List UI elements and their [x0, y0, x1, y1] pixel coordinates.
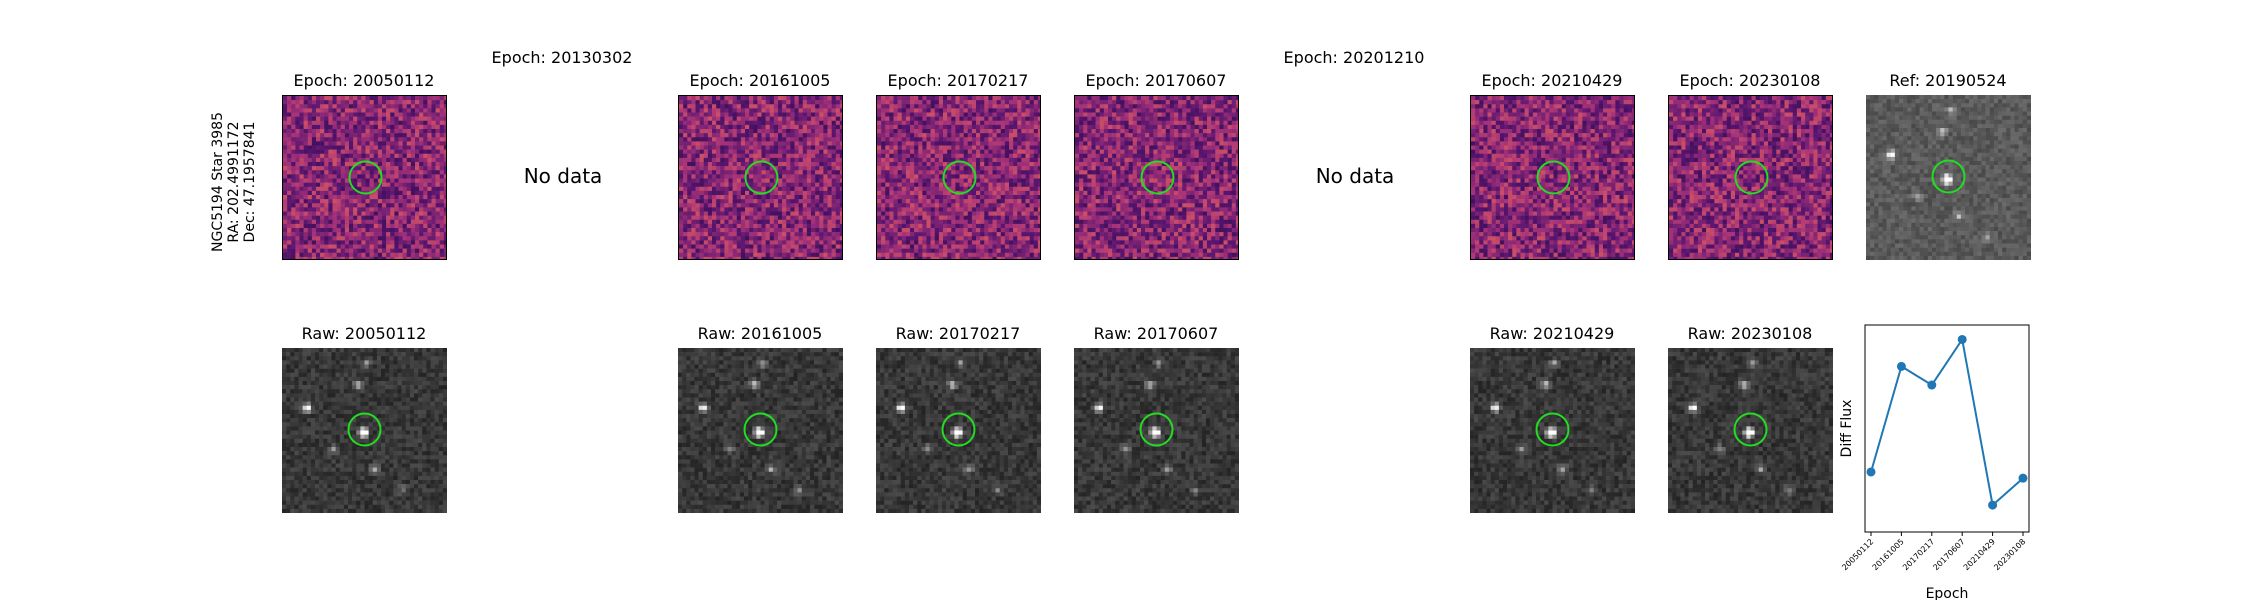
diff-title-6: Epoch: 20210429 [1432, 71, 1672, 90]
diff-title-5: Epoch: 20201210 [1234, 48, 1474, 67]
target-circle-marker [942, 160, 977, 195]
data-point [1866, 467, 1876, 477]
target-circle-marker [1931, 159, 1966, 194]
no-data-5: No data [1275, 164, 1435, 188]
data-point [2018, 473, 2028, 483]
raw-title-6: Raw: 20210429 [1432, 324, 1672, 343]
target-circle-marker [1733, 412, 1768, 447]
diff-title-7: Epoch: 20230108 [1630, 71, 1870, 90]
diff-image-0 [282, 95, 447, 260]
raw-title-3: Raw: 20170217 [838, 324, 1078, 343]
diff-title-2: Epoch: 20161005 [640, 71, 880, 90]
diff-image-4 [1074, 95, 1239, 260]
x-axis-label: Epoch [1926, 586, 1969, 600]
target-circle-marker [348, 160, 383, 195]
target-circle-marker [744, 160, 779, 195]
raw-title-7: Raw: 20230108 [1630, 324, 1870, 343]
raw-title-4: Raw: 20170607 [1036, 324, 1276, 343]
diff-image-6 [1470, 95, 1635, 260]
target-name: NGC5194 Star 3985 [210, 112, 226, 252]
target-label: NGC5194 Star 3985 RA: 202.4991172 Dec: 4… [210, 108, 258, 252]
diff-title-4: Epoch: 20170607 [1036, 71, 1276, 90]
raw-image-4 [1074, 348, 1239, 513]
diff-image-7 [1668, 95, 1833, 260]
raw-image-6 [1470, 348, 1635, 513]
data-point [1957, 334, 1967, 344]
raw-title-2: Raw: 20161005 [640, 324, 880, 343]
data-point [1927, 380, 1937, 390]
target-circle-marker [347, 412, 382, 447]
diff-image-2 [678, 95, 843, 260]
no-data-1: No data [483, 164, 643, 188]
y-axis-label: Diff Flux [1839, 400, 1855, 458]
target-ra: RA: 202.4991172 [226, 112, 242, 252]
ref-title: Ref: 20190524 [1828, 71, 2068, 90]
raw-image-0 [282, 348, 447, 513]
light-curve-chart: 2005011220161005201702172017060720210429… [1839, 324, 2030, 600]
data-point [1988, 500, 1998, 510]
raw-image-7 [1668, 348, 1833, 513]
target-circle-marker [1535, 412, 1570, 447]
series-line [1870, 336, 2024, 508]
x-tick-label: 20210429 [1962, 537, 1997, 572]
x-tick-label: 20050112 [1840, 537, 1875, 572]
x-tick-label: 20170607 [1931, 537, 1966, 572]
target-circle-marker [743, 412, 778, 447]
diff-title-1: Epoch: 20130302 [442, 48, 682, 67]
diff-title-3: Epoch: 20170217 [838, 71, 1078, 90]
target-circle-marker [1140, 160, 1175, 195]
target-circle-marker [1139, 412, 1174, 447]
x-tick-label: 20161005 [1871, 537, 1906, 572]
diff-image-3 [876, 95, 1041, 260]
raw-image-2 [678, 348, 843, 513]
raw-title-0: Raw: 20050112 [244, 324, 484, 343]
ref-image [1866, 95, 2031, 260]
x-tick-label: 20170217 [1901, 537, 1936, 572]
diff-title-0: Epoch: 20050112 [244, 71, 484, 90]
target-dec: Dec: 47.1957841 [242, 112, 258, 252]
x-tick-label: 20230108 [1992, 537, 2027, 572]
target-circle-marker [941, 412, 976, 447]
raw-image-3 [876, 348, 1041, 513]
data-point [1896, 361, 1906, 371]
target-circle-marker [1734, 160, 1769, 195]
plot-frame [1864, 324, 2030, 533]
target-circle-marker [1536, 160, 1571, 195]
